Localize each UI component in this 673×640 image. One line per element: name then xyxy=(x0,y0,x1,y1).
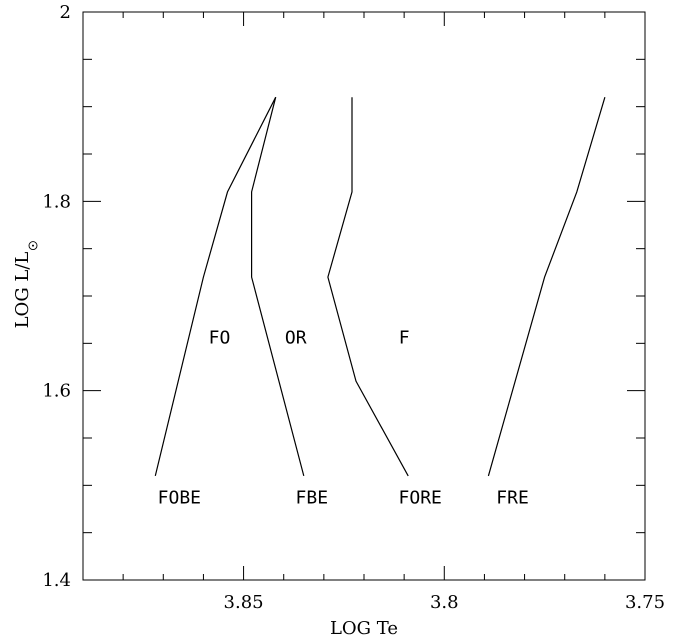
sun-symbol-dot-icon xyxy=(32,244,34,247)
series-line-2 xyxy=(251,97,305,477)
region-label: FRE xyxy=(496,488,529,509)
y-tick-label: 1.6 xyxy=(42,381,71,402)
region-label: FOBE xyxy=(158,488,201,509)
y-tick-labels: 1.4 1.6 1.8 2 xyxy=(42,2,71,591)
y-axis-title: LOG L/L xyxy=(12,241,38,329)
region-label: F xyxy=(399,328,410,349)
region-label: OR xyxy=(285,328,307,349)
x-axis-title: LOG Te xyxy=(330,618,398,639)
y-tick-label: 2 xyxy=(60,2,71,23)
x-tick-label: 3.75 xyxy=(625,592,665,613)
series-line-3 xyxy=(327,97,409,477)
x-tick-label: 3.85 xyxy=(224,592,264,613)
plot-frame xyxy=(82,11,646,581)
series-line-1 xyxy=(154,96,277,477)
region-label: FO xyxy=(209,328,231,349)
y-axis-title-text: LOG L/L xyxy=(12,252,33,329)
y-axis-title-main: LOG L/L xyxy=(12,252,33,329)
sun-symbol-icon xyxy=(28,241,38,251)
y-tick-label: 1.4 xyxy=(42,570,71,591)
annotations: FO OR F FOBE FBE FORE FRE xyxy=(158,328,529,509)
region-label: FORE xyxy=(399,488,442,509)
series-line-4 xyxy=(487,97,606,477)
series-lines xyxy=(154,96,606,477)
region-label: FBE xyxy=(296,488,329,509)
y-tick-label: 1.8 xyxy=(42,191,71,212)
x-tick-label: 3.8 xyxy=(430,592,459,613)
x-tick-labels: 3.85 3.8 3.75 xyxy=(224,592,666,613)
